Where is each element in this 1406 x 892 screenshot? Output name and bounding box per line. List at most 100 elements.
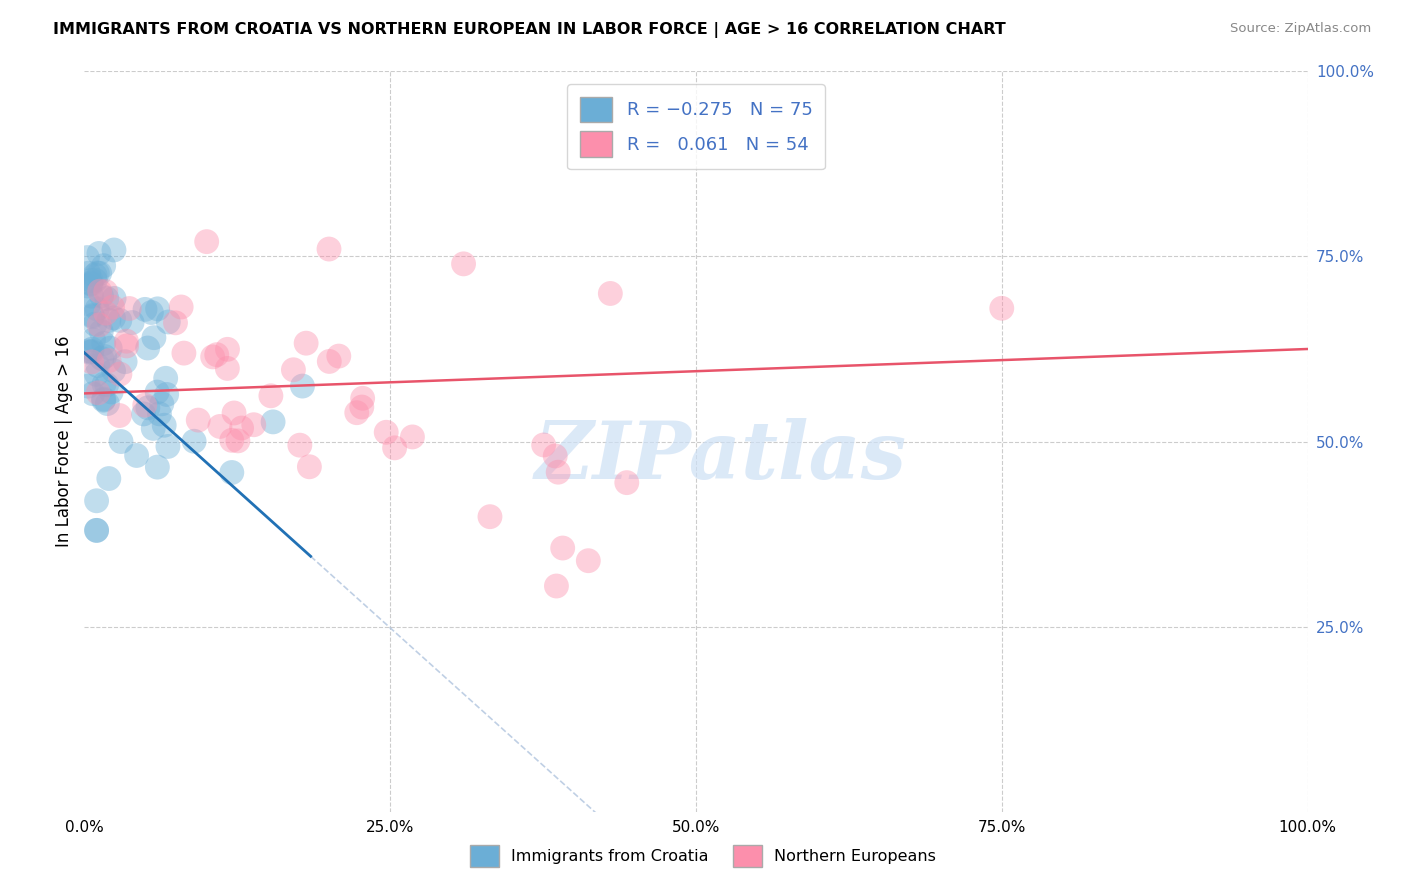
Point: [146, 301, 169, 316]
Legend: R = −0.275   N = 75, R =   0.061   N = 54: R = −0.275 N = 75, R = 0.061 N = 54: [567, 84, 825, 169]
Point: [82, 310, 104, 324]
Point: [121, 316, 143, 330]
Point: [616, 475, 638, 490]
Point: [115, 339, 138, 353]
Point: [97, 313, 120, 327]
Point: [231, 421, 253, 435]
Point: [150, 397, 173, 411]
Point: [86, 524, 108, 538]
Point: [201, 350, 224, 364]
Point: [84, 268, 107, 282]
Point: [384, 441, 406, 455]
Point: [288, 438, 311, 452]
Point: [110, 434, 132, 449]
Point: [89, 266, 111, 280]
Point: [103, 243, 125, 257]
Point: [93, 259, 115, 273]
Point: [295, 336, 318, 351]
Point: [114, 354, 136, 368]
Point: [298, 459, 321, 474]
Point: [547, 465, 569, 479]
Point: [80, 277, 103, 292]
Point: [146, 460, 169, 475]
Point: [148, 407, 170, 421]
Point: [260, 389, 283, 403]
Point: [77, 343, 100, 358]
Point: [352, 392, 374, 406]
Point: [76, 279, 98, 293]
Point: [93, 392, 115, 407]
Point: [165, 316, 187, 330]
Point: [242, 417, 264, 432]
Point: [291, 379, 314, 393]
Point: [96, 396, 118, 410]
Point: [100, 384, 122, 399]
Point: [156, 387, 179, 401]
Point: [93, 336, 115, 351]
Point: [157, 315, 180, 329]
Point: [183, 434, 205, 449]
Point: [599, 286, 621, 301]
Point: [83, 333, 105, 347]
Point: [82, 386, 104, 401]
Point: [146, 385, 169, 400]
Point: [86, 301, 108, 316]
Text: Source: ZipAtlas.com: Source: ZipAtlas.com: [1230, 22, 1371, 36]
Point: [262, 415, 284, 429]
Point: [134, 302, 156, 317]
Point: [94, 285, 117, 299]
Point: [136, 341, 159, 355]
Point: [80, 355, 103, 369]
Point: [80, 289, 103, 303]
Point: [375, 425, 398, 440]
Point: [115, 334, 138, 348]
Point: [318, 242, 340, 256]
Point: [77, 297, 100, 311]
Point: [346, 406, 368, 420]
Point: [401, 430, 423, 444]
Point: [134, 398, 156, 412]
Point: [108, 367, 131, 381]
Point: [132, 407, 155, 421]
Point: [221, 434, 243, 448]
Point: [226, 434, 249, 448]
Point: [118, 301, 141, 316]
Text: IMMIGRANTS FROM CROATIA VS NORTHERN EUROPEAN IN LABOR FORCE | AGE > 16 CORRELATI: IMMIGRANTS FROM CROATIA VS NORTHERN EURO…: [53, 22, 1007, 38]
Point: [84, 273, 107, 287]
Point: [153, 418, 176, 433]
Point: [103, 364, 125, 378]
Point: [97, 471, 120, 485]
Point: [86, 266, 108, 280]
Point: [93, 377, 115, 392]
Point: [103, 292, 125, 306]
Point: [195, 235, 218, 249]
Point: [101, 300, 124, 314]
Point: [82, 309, 104, 323]
Point: [546, 579, 568, 593]
Point: [86, 524, 108, 538]
Point: [173, 346, 195, 360]
Point: [89, 284, 111, 298]
Text: ZIPatlas: ZIPatlas: [534, 417, 907, 495]
Point: [98, 353, 121, 368]
Point: [222, 406, 245, 420]
Point: [103, 310, 125, 325]
Point: [453, 257, 475, 271]
Point: [136, 401, 159, 415]
Point: [576, 554, 599, 568]
Point: [318, 354, 340, 368]
Point: [108, 409, 131, 423]
Point: [108, 313, 131, 327]
Point: [80, 344, 103, 359]
Point: [93, 393, 115, 408]
Point: [350, 400, 373, 414]
Point: [544, 449, 567, 463]
Point: [77, 266, 100, 280]
Point: [87, 246, 110, 260]
Point: [217, 343, 239, 357]
Point: [96, 377, 118, 392]
Point: [80, 276, 103, 290]
Point: [90, 351, 112, 366]
Point: [80, 273, 103, 287]
Point: [76, 251, 98, 265]
